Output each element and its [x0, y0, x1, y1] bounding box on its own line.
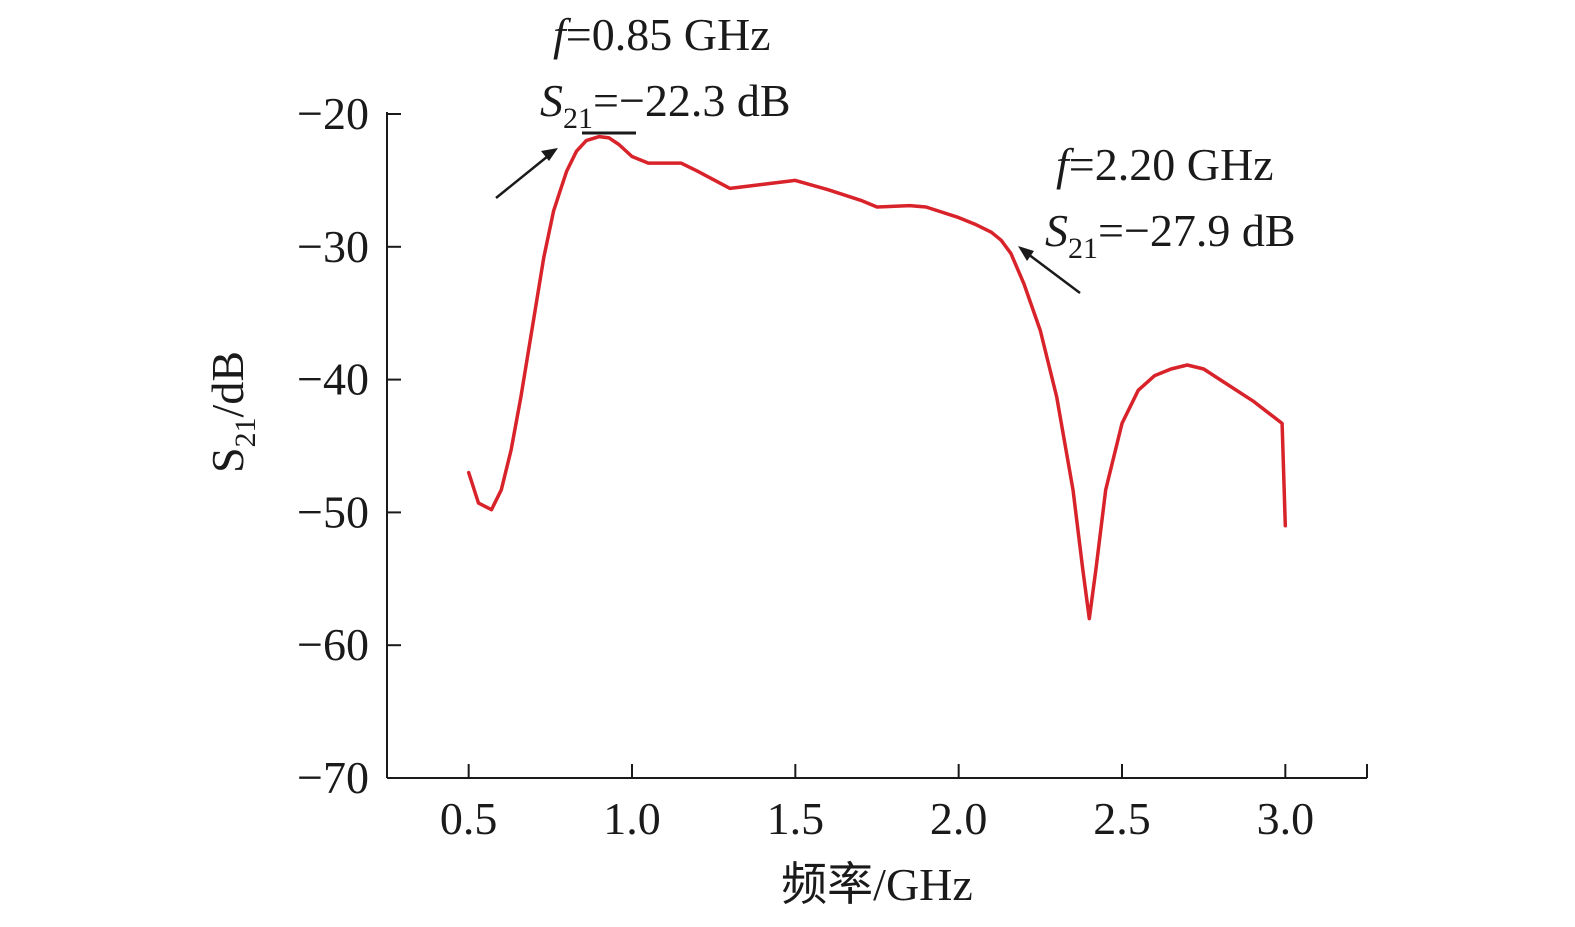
annotation-cutoff-arrow: [1027, 253, 1081, 294]
annotation-peak-arrowhead: [541, 148, 558, 161]
x-tick-label: 3.0: [1257, 793, 1315, 844]
annotation-cutoff-arrowhead: [1018, 246, 1034, 261]
annotation-peak-s-symbol: S: [540, 75, 563, 126]
series-line-s21: [466, 134, 1288, 621]
x-tick-label: 2.0: [930, 793, 988, 844]
annotation-cutoff-f-value: =2.20 GHz: [1069, 139, 1274, 190]
annotation-peak-s21: S21=−22.3 dB: [540, 75, 791, 135]
x-tick-label: 1.0: [603, 793, 661, 844]
annotation-cutoff-s-sub: 21: [1068, 232, 1098, 265]
x-tick-label: 1.5: [767, 793, 825, 844]
annotation-cutoff-s21: S21=−27.9 dB: [1045, 205, 1296, 265]
annotation-peak-freq: f=0.85 GHz: [553, 9, 771, 60]
annotation-peak-s-value: =−22.3 dB: [593, 75, 791, 126]
y-axis-label-main: S: [202, 447, 253, 473]
annotation-peak-arrow: [495, 155, 549, 199]
annotation-peak-f-value: =0.85 GHz: [566, 9, 771, 60]
x-tick-label: 0.5: [440, 793, 498, 844]
x-tick-label: 2.5: [1093, 793, 1151, 844]
series-group: [466, 134, 1288, 621]
y-axis-label: S21/dB: [202, 351, 262, 473]
y-tick-label: −30: [297, 221, 369, 272]
annotation-cutoff-s-value: =−27.9 dB: [1098, 205, 1296, 256]
y-tick-label: −70: [297, 752, 369, 803]
annotation-peak-s-sub: 21: [563, 102, 593, 135]
annotation-peak: f=0.85 GHz S21=−22.3 dB: [495, 9, 791, 199]
annotation-cutoff-freq: f=2.20 GHz: [1056, 139, 1274, 190]
x-axis-ticks: 0.5 1.0 1.5 2.0 2.5 3.0: [440, 764, 1368, 844]
y-axis-ticks: −20 −30 −40 −50 −60 −70: [297, 88, 401, 803]
annotation-cutoff-s-symbol: S: [1045, 205, 1068, 256]
axes: [386, 112, 1367, 779]
y-tick-label: −40: [297, 354, 369, 405]
y-tick-label: −20: [297, 88, 369, 139]
y-tick-label: −50: [297, 486, 369, 537]
y-axis-label-unit: /dB: [202, 351, 253, 417]
annotation-cutoff: f=2.20 GHz S21=−27.9 dB: [1018, 139, 1296, 294]
y-axis-label-sub: 21: [229, 417, 262, 447]
x-axis-label: 频率/GHz: [781, 859, 973, 910]
y-tick-label: −60: [297, 619, 369, 670]
